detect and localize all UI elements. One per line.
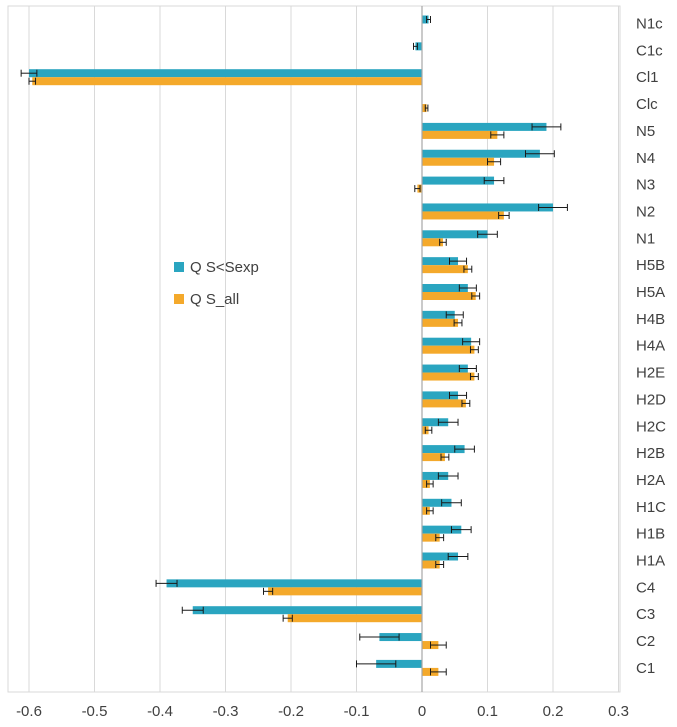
x-tick-label: -0.3 <box>213 703 239 720</box>
bar-series-1-cl1 <box>29 69 422 78</box>
bar-series-2-n2 <box>422 211 504 220</box>
category-label-h4a: H4A <box>636 338 665 355</box>
bar-series-2-h5a <box>422 292 476 300</box>
bar-series-1-n1 <box>422 230 488 239</box>
x-tick-label: -0.5 <box>82 703 108 720</box>
legend-label-series-2: Q S_all <box>190 291 239 308</box>
bar-series-1-h5a <box>422 284 468 292</box>
x-tick-labels: -0.6 -0.5 -0.4 -0.3 -0.2 -0.1 0 0.1 0.2 0.3 <box>16 703 629 720</box>
x-tick-label: -0.6 <box>16 703 42 720</box>
category-label-n1c: N1c <box>636 16 663 33</box>
x-tick-label: 0.1 <box>477 703 498 720</box>
grid-lines <box>7 5 621 693</box>
bar-series-1-h4b <box>422 310 455 319</box>
category-labels: N1c C1c Cl1 Clc N5 N4 N3 N2 N1 H5B H5A H4B H4A H2E H2D… <box>636 16 666 677</box>
category-label-h2e: H2E <box>636 365 665 382</box>
category-label-h1c: H1C <box>636 499 666 516</box>
bar-series-1-n3 <box>422 176 495 185</box>
bar-series-1-h1b <box>422 525 462 534</box>
error-bars <box>20 16 568 676</box>
x-tick-label: -0.1 <box>344 703 370 720</box>
bar-series-1-h2a <box>422 471 449 480</box>
bar-series-1-h4a <box>422 337 472 346</box>
bar-series-2-h1c <box>422 506 430 515</box>
category-label-h4b: H4B <box>636 311 665 328</box>
category-label-n4: N4 <box>636 150 655 167</box>
category-label-c1c: C1c <box>636 42 663 59</box>
category-label-h1b: H1B <box>636 526 665 543</box>
category-label-cl1: Cl1 <box>636 69 659 86</box>
bar-series-1-h2c <box>422 418 449 427</box>
bar-series-2-n4 <box>422 157 495 166</box>
bar-series-2-h2b <box>422 453 445 462</box>
bar-series-1-c2 <box>379 633 422 642</box>
category-label-n5: N5 <box>636 123 655 140</box>
bar-series-1-h1c <box>422 498 452 507</box>
x-tick-label: 0 <box>418 703 426 720</box>
bar-series-2-n1 <box>422 238 443 247</box>
category-label-n2: N2 <box>636 203 655 220</box>
bar-series-1-h2d <box>422 391 459 400</box>
bar-series-1-n1c <box>422 15 429 24</box>
category-label-n3: N3 <box>636 177 655 194</box>
category-label-h2d: H2D <box>636 391 666 408</box>
category-label-c4: C4 <box>636 579 655 596</box>
bars <box>29 15 553 676</box>
bar-series-2-c3 <box>287 614 422 623</box>
category-label-h2a: H2A <box>636 472 665 489</box>
legend-label-series-1: Q S<Sexp <box>190 259 259 276</box>
legend-swatch-series-1 <box>174 262 184 272</box>
bar-series-1-c1c <box>415 42 422 51</box>
bar-series-1-n5 <box>422 122 547 131</box>
bar-series-2-h2e <box>422 372 475 381</box>
bar-series-1-h2b <box>422 445 465 454</box>
bar-series-1-c3 <box>192 606 422 615</box>
bar-series-2-h1b <box>422 533 440 542</box>
x-tick-label: -0.4 <box>147 703 173 720</box>
bar-series-1-h1a <box>422 552 459 561</box>
bar-series-1-n2 <box>422 203 553 212</box>
x-tick-label: -0.2 <box>278 703 304 720</box>
category-label-c3: C3 <box>636 606 655 623</box>
category-label-c2: C2 <box>636 633 655 650</box>
category-label-h1a: H1A <box>636 553 665 570</box>
bar-series-2-h4a <box>422 345 475 354</box>
legend: Q S<Sexp Q S_all <box>174 259 259 308</box>
bar-series-1-c1 <box>376 659 422 668</box>
x-tick-label: 0.3 <box>608 703 629 720</box>
bar-series-2-h1a <box>422 560 440 569</box>
bar-series-1-n4 <box>422 149 540 158</box>
x-tick-label: 0.2 <box>543 703 564 720</box>
category-label-n1: N1 <box>636 230 655 247</box>
category-label-h2b: H2B <box>636 445 665 462</box>
bar-series-2-h5b <box>422 265 468 274</box>
bar-series-2-cl1 <box>32 77 423 86</box>
bar-series-2-c4 <box>268 587 422 596</box>
bar-series-1-h2e <box>422 364 468 373</box>
category-label-c1: C1 <box>636 660 655 677</box>
plot-frame <box>7 5 621 693</box>
bar-series-2-h2d <box>422 399 466 408</box>
bar-series-2-clc <box>422 104 427 113</box>
bar-series-1-c4 <box>166 579 422 588</box>
bar-series-2-n5 <box>422 130 498 139</box>
category-label-clc: Clc <box>636 96 658 113</box>
category-label-h5b: H5B <box>636 257 665 274</box>
bar-series-2-h2a <box>422 479 430 488</box>
category-label-h5a: H5A <box>636 284 665 301</box>
bar-series-1-h5b <box>422 257 459 266</box>
legend-swatch-series-2 <box>174 294 184 304</box>
category-label-h2c: H2C <box>636 418 666 435</box>
bar-series-2-h4b <box>422 318 459 327</box>
